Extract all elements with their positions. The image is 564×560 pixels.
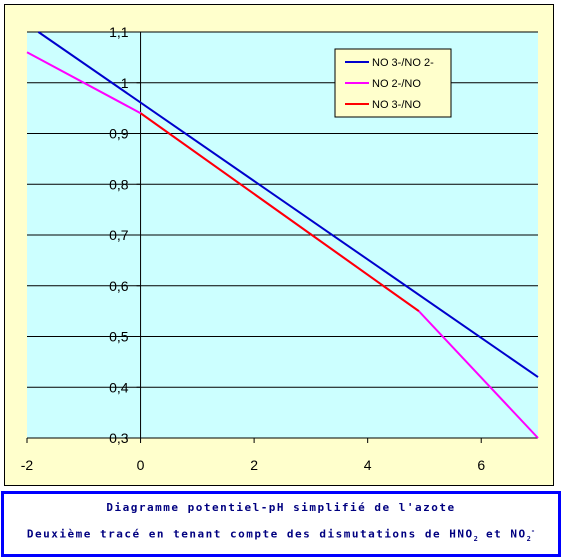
legend-label-3: NO 3-/NO — [372, 99, 421, 111]
y-tick-label: 1 — [121, 75, 129, 91]
series-line-1 — [37, 31, 539, 378]
caption-subtitle-text: Deuxième tracé en tenant compte des dism… — [26, 527, 474, 541]
y-tick-label: 0,5 — [109, 329, 129, 345]
axes — [26, 31, 538, 443]
y-tick-label: 0,7 — [109, 227, 129, 243]
caption-subtitle: Deuxième tracé en tenant compte des dism… — [4, 527, 558, 543]
x-tick-label: 6 — [477, 457, 485, 473]
x-tick-label: 4 — [364, 457, 372, 473]
caption-title: Diagramme potentiel-pH simplifié de l'az… — [106, 501, 456, 514]
legend-label-1: NO 3-/NO 2- — [372, 57, 434, 69]
chart-svg: 0,3 0,4 0,5 0,6 0,7 0,8 0,9 1 1,1 -2 0 2 4 6 NO 3-/NO… — [21, 24, 539, 473]
legend-label-2: NO 2-/NO — [372, 78, 421, 90]
y-tick-label: 0,8 — [109, 176, 129, 192]
chart-area: 0,3 0,4 0,5 0,6 0,7 0,8 0,9 1 1,1 -2 0 2 4 6 NO 3-/NO… — [4, 4, 554, 486]
x-tick-label: 2 — [250, 457, 258, 473]
y-tick-label: 1,1 — [109, 24, 129, 40]
series-line-3 — [140, 112, 420, 312]
caption-subtitle-mid: et NO — [477, 527, 527, 541]
legend-items: NO 3-/NO 2- NO 2-/NO NO 3-/NO — [345, 57, 434, 111]
x-tick-label: -2 — [21, 457, 34, 473]
series-lines — [26, 31, 539, 439]
y-tick-label: 0,3 — [109, 430, 129, 446]
caption-subscript-1: 2 — [473, 534, 478, 543]
y-tick-label: 0,4 — [109, 379, 129, 395]
caption-superscript: - — [530, 527, 536, 535]
x-tick-label: 0 — [137, 457, 145, 473]
legend: NO 3-/NO 2- NO 2-/NO NO 3-/NO — [334, 48, 452, 118]
y-tick-label: 0,6 — [109, 278, 129, 294]
y-tick-label: 0,9 — [109, 126, 129, 142]
caption-subscript-2: 2 — [526, 534, 531, 543]
caption-box: Diagramme potentiel-pH simplifié de l'az… — [1, 491, 561, 557]
tick-labels: 0,3 0,4 0,5 0,6 0,7 0,8 0,9 1 1,1 -2 0 2 4 6 — [21, 24, 486, 473]
